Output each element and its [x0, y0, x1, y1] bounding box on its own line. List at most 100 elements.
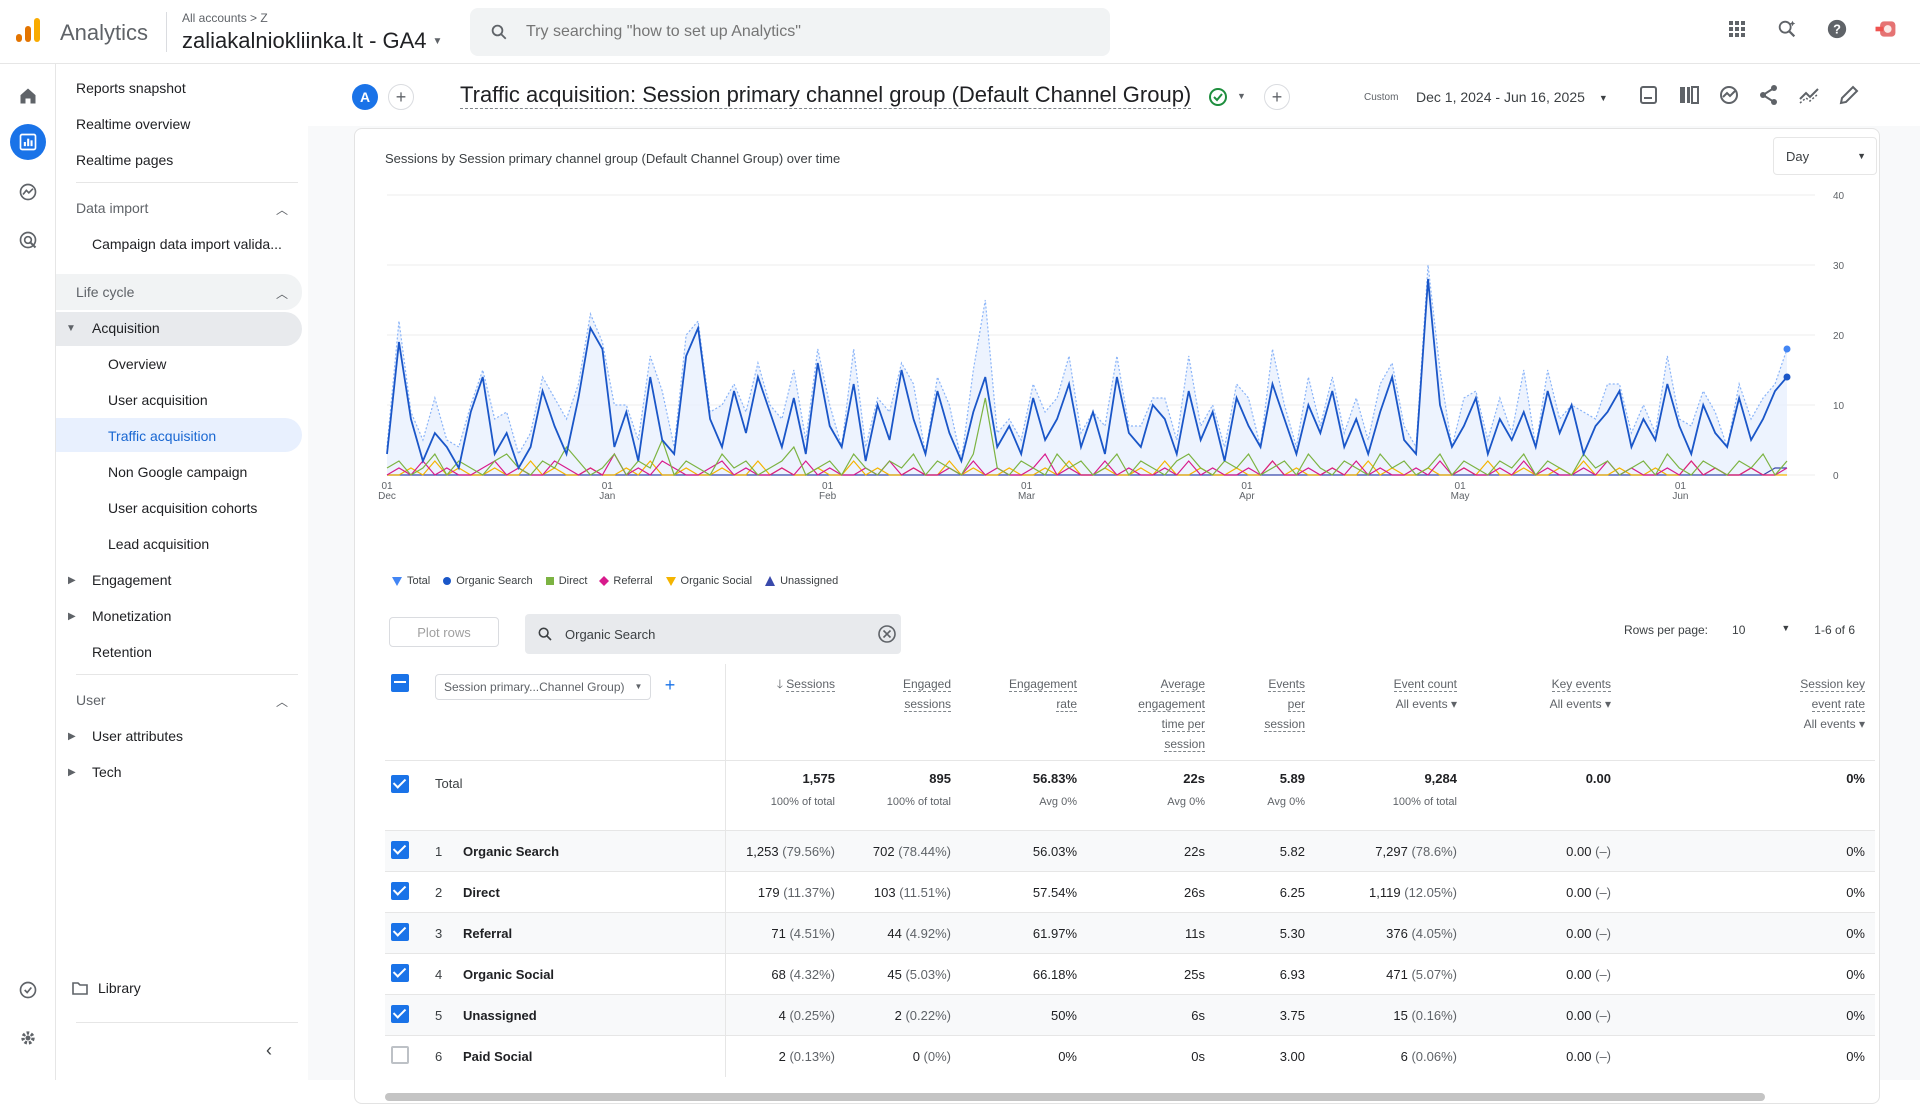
advertising-icon[interactable]	[12, 224, 44, 256]
caret-down-icon[interactable]: ▼	[66, 323, 76, 334]
add-dimension-icon[interactable]: +	[664, 675, 676, 695]
granularity-select[interactable]: Day ▼	[1773, 137, 1877, 175]
col-session-key-event-rate[interactable]: Session key event rate All events ▾	[1621, 664, 1875, 761]
nav-acq-traffic-acquisition[interactable]: Traffic acquisition	[108, 428, 217, 444]
legend-unassigned[interactable]: Unassigned	[764, 575, 838, 587]
legend-total[interactable]: Total	[391, 575, 430, 587]
property-selector[interactable]: zaliakalniokliinka.lt - GA4 ▼	[182, 28, 442, 54]
row-channel-name[interactable]: Unassigned	[463, 1007, 537, 1023]
settings-gear-icon[interactable]	[12, 1022, 44, 1054]
dimension-select[interactable]: Session primary...Channel Group) ▼	[435, 674, 652, 700]
reports-icon[interactable]	[10, 124, 46, 160]
nav-section-data-import[interactable]: Data import	[76, 200, 149, 216]
collapse-nav-icon[interactable]: ‹	[266, 1040, 272, 1060]
account-avatar-icon[interactable]	[1874, 16, 1900, 42]
row-checkbox[interactable]	[391, 881, 409, 900]
chevron-down-icon[interactable]: ▼	[1237, 91, 1246, 101]
nav-acq-lead-acquisition[interactable]: Lead acquisition	[108, 536, 210, 552]
col-events-per-session[interactable]: Events per session	[1215, 664, 1315, 761]
row-channel-name[interactable]: Organic Search	[463, 843, 560, 859]
caret-right-icon[interactable]: ▶	[68, 611, 76, 622]
table-row[interactable]: 2 Direct 179 (11.37%) 103 (11.51%) 57.54% 26s…	[385, 871, 1875, 913]
key-events-filter-select[interactable]: All events ▾	[1549, 697, 1611, 711]
analytics-logo-icon[interactable]	[14, 16, 42, 44]
table-row[interactable]: 4 Organic Social 68 (4.32%) 45 (5.03%) 66.18…	[385, 953, 1875, 995]
date-range-picker[interactable]: Dec 1, 2024 - Jun 16, 2025 ▼	[1416, 89, 1608, 105]
nav-campaign-data-import[interactable]: Campaign data import valida...	[92, 236, 282, 252]
configure-icon[interactable]	[12, 974, 44, 1006]
legend-referral[interactable]: Referral	[599, 575, 653, 587]
nav-monetization[interactable]: Monetization	[92, 608, 172, 624]
legend-organic-social[interactable]: Organic Social	[665, 575, 752, 587]
nav-engagement[interactable]: Engagement	[92, 572, 172, 588]
row-channel-name[interactable]: Paid Social	[463, 1048, 533, 1064]
caret-right-icon[interactable]: ▶	[68, 575, 76, 586]
legend-organic-search[interactable]: Organic Search	[442, 575, 533, 587]
nav-acq-user-acquisition-cohorts[interactable]: User acquisition cohorts	[108, 500, 258, 516]
table-row[interactable]: 1 Organic Search 1,253 (79.56%) 702 (78.44%…	[385, 830, 1875, 872]
chevron-up-icon[interactable]: ︿	[276, 695, 289, 709]
report-title[interactable]: Traffic acquisition: Session primary cha…	[460, 82, 1192, 109]
share-icon[interactable]	[1758, 84, 1780, 106]
event-filter-select[interactable]: All events ▾	[1395, 697, 1457, 711]
account-breadcrumb[interactable]: All accounts > Z	[182, 11, 268, 25]
col-avg-engagement-time[interactable]: Average engagement time per session	[1087, 664, 1215, 761]
trend-icon[interactable]	[1798, 84, 1820, 106]
plot-rows-button[interactable]: Plot rows	[389, 617, 499, 647]
row-checkbox[interactable]	[391, 1004, 409, 1023]
insights-icon[interactable]	[1718, 84, 1740, 106]
table-row[interactable]: 6 Paid Social 2 (0.13%) 0 (0%) 0% 0s 3.00 6 (0.…	[385, 1035, 1875, 1077]
row-channel-name[interactable]: Referral	[463, 925, 513, 941]
clear-filter-icon[interactable]	[877, 624, 897, 644]
search-filter[interactable]: Organic Search	[525, 614, 901, 654]
row-checkbox[interactable]	[391, 1045, 409, 1064]
nav-tech[interactable]: Tech	[92, 764, 122, 780]
col-engaged-sessions[interactable]: Engaged sessions	[845, 664, 961, 761]
search-insights-icon[interactable]	[1774, 16, 1800, 42]
nav-realtime-pages[interactable]: Realtime pages	[76, 152, 174, 168]
nav-acq-user-acquisition[interactable]: User acquisition	[108, 392, 208, 408]
nav-acq-overview[interactable]: Overview	[108, 356, 167, 372]
nav-realtime-overview[interactable]: Realtime overview	[76, 116, 191, 132]
row-checkbox[interactable]	[391, 922, 409, 941]
row-checkbox[interactable]	[391, 963, 409, 982]
col-engagement-rate[interactable]: Engagement rate	[961, 664, 1087, 761]
nav-library[interactable]: Library	[72, 980, 141, 996]
nav-acq-non-google-campaign[interactable]: Non Google campaign	[108, 464, 248, 480]
add-comparison-icon[interactable]: +	[388, 84, 414, 110]
rows-per-page-select[interactable]: 10 ▼	[1732, 623, 1790, 637]
search-input[interactable]	[526, 23, 1046, 41]
explore-icon[interactable]	[12, 176, 44, 208]
table-row[interactable]: 3 Referral 71 (4.51%) 44 (4.92%) 61.97% 11s 5.…	[385, 912, 1875, 954]
filter-text[interactable]: Organic Search	[565, 626, 656, 642]
home-icon[interactable]	[12, 80, 44, 112]
total-checkbox[interactable]	[391, 775, 409, 793]
chevron-up-icon[interactable]: ︿	[276, 203, 289, 217]
caret-right-icon[interactable]: ▶	[68, 767, 76, 778]
col-event-count[interactable]: Event count All events ▾	[1315, 664, 1467, 761]
nav-reports-snapshot[interactable]: Reports snapshot	[76, 80, 186, 96]
comparison-avatar[interactable]: A	[352, 84, 378, 110]
col-sessions[interactable]: 🡓 Sessions	[725, 664, 845, 761]
legend-direct[interactable]: Direct	[545, 575, 587, 587]
nav-section-user[interactable]: User	[76, 692, 106, 708]
search-bar[interactable]	[470, 8, 1110, 56]
skr-filter-select[interactable]: All events ▾	[1803, 717, 1865, 731]
horizontal-scrollbar[interactable]	[385, 1093, 1765, 1101]
row-channel-name[interactable]: Organic Social	[463, 966, 555, 982]
caret-right-icon[interactable]: ▶	[68, 731, 76, 742]
edit-pencil-icon[interactable]	[1838, 84, 1860, 106]
nav-user-attributes[interactable]: User attributes	[92, 728, 184, 744]
add-icon[interactable]: +	[1264, 84, 1290, 110]
nav-section-life-cycle[interactable]: Life cycle	[76, 284, 135, 300]
nav-retention[interactable]: Retention	[92, 644, 152, 660]
edit-comparisons-icon[interactable]	[1638, 84, 1660, 106]
select-all-checkbox[interactable]	[391, 674, 409, 692]
help-icon[interactable]: ?	[1824, 16, 1850, 42]
row-checkbox[interactable]	[391, 840, 409, 859]
chevron-up-icon[interactable]: ︿	[276, 287, 289, 301]
col-key-events[interactable]: Key events All events ▾	[1467, 664, 1621, 761]
row-channel-name[interactable]: Direct	[463, 884, 500, 900]
table-row[interactable]: 5 Unassigned 4 (0.25%) 2 (0.22%) 50% 6s 3.75 15…	[385, 994, 1875, 1036]
nav-acquisition[interactable]: Acquisition	[92, 320, 160, 336]
